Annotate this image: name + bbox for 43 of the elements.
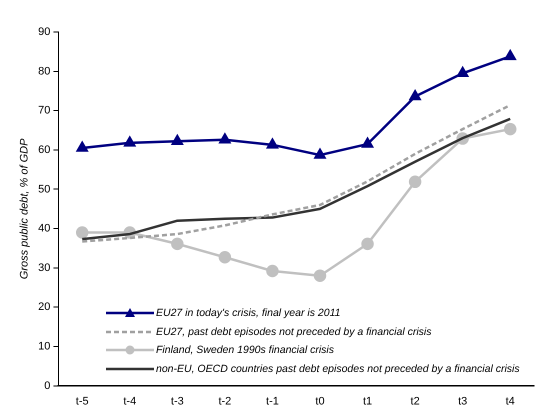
point: [362, 138, 374, 148]
point: [314, 148, 326, 159]
legend-label: EU27, past debt episodes not preceded by a financial crisis: [156, 326, 432, 338]
legend-label: Finland, Sweden 1990s financial crisis: [156, 344, 334, 356]
point: [314, 269, 326, 282]
x-tick-label: t0: [315, 395, 325, 408]
x-tick-label: t1: [362, 395, 372, 408]
point: [219, 133, 230, 144]
y-tick-label: 10: [38, 340, 50, 353]
point: [457, 67, 468, 78]
point: [172, 135, 183, 146]
point: [266, 138, 278, 149]
x-tick-label: t-4: [123, 395, 136, 408]
point: [504, 122, 516, 136]
y-tick-label: 90: [38, 26, 50, 38]
legend-label: non-EU, OECD countries past debt episodes not preceded by a financial crisis: [156, 362, 520, 375]
point: [410, 90, 421, 100]
point: [408, 176, 422, 188]
x-tick-label: t3: [458, 395, 468, 408]
point: [76, 226, 88, 239]
point: [218, 251, 232, 264]
point: [124, 136, 136, 147]
y-tick-label: 30: [38, 262, 50, 274]
point: [171, 238, 184, 250]
x-tick-label: t4: [506, 395, 515, 408]
y-axis-title: Gross public debt, % of GDP: [18, 138, 31, 280]
point: [361, 238, 374, 250]
y-tick-label: 60: [38, 144, 50, 156]
y-tick-label: 20: [38, 301, 50, 314]
y-tick-label: 80: [38, 65, 50, 78]
y-tick-label: 40: [38, 222, 50, 235]
x-tick-label: t-1: [266, 395, 279, 408]
point: [266, 264, 279, 278]
x-tick-label: t-3: [170, 395, 184, 408]
point: [504, 50, 516, 60]
y-tick-label: 70: [38, 104, 50, 117]
x-tick-label: t-5: [76, 395, 89, 408]
legend-label: EU27 in today's crisis, final year is 2011: [156, 307, 340, 320]
y-tick-label: 0: [44, 380, 50, 392]
point: [76, 142, 88, 152]
x-tick-label: t2: [410, 395, 420, 408]
x-tick-label: t-2: [218, 395, 232, 408]
y-tick-label: 50: [38, 183, 50, 196]
